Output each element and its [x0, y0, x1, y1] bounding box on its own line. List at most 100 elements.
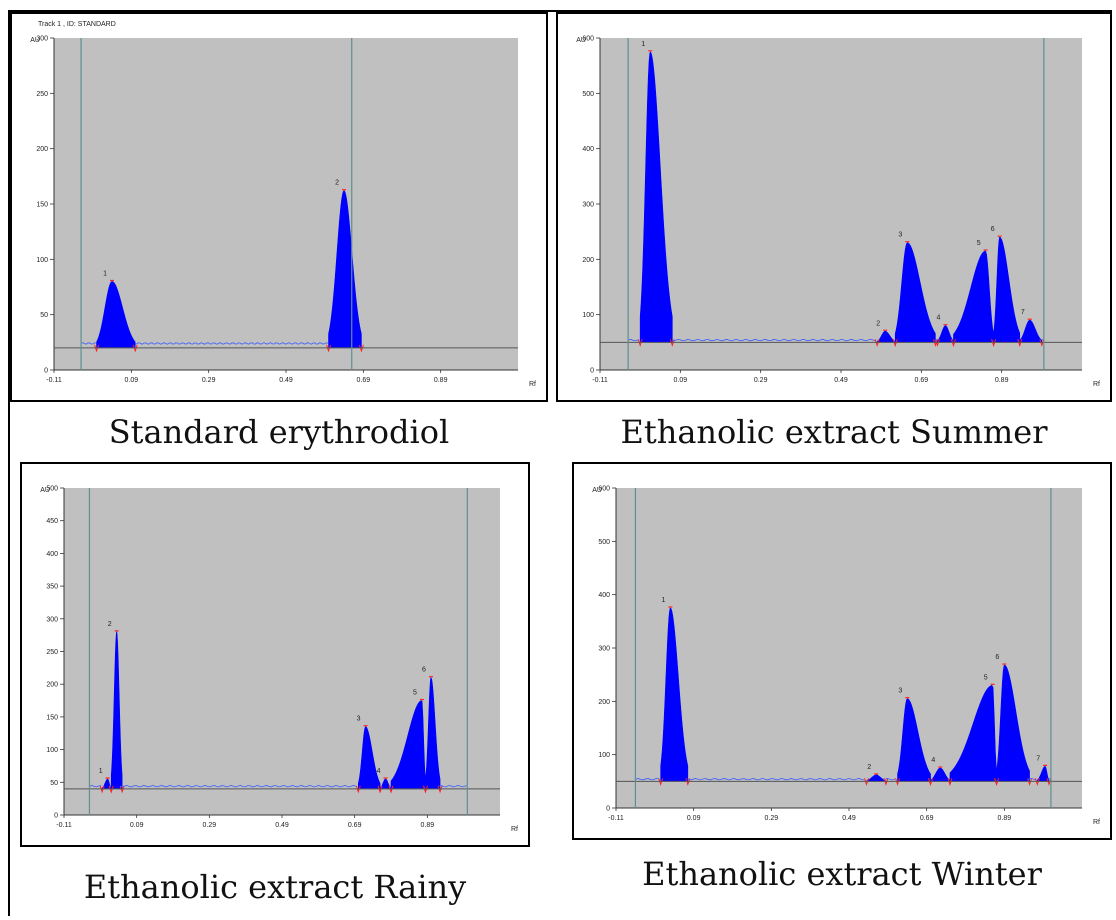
y-tick-label: 0	[54, 813, 58, 820]
peak-label: 1	[661, 597, 665, 604]
y-tick-label: 0	[590, 368, 594, 375]
peak-4	[930, 767, 951, 782]
chart-svg: AU Rf 0 100 200 300 400 500 600 -0.11 0.09 0.29 0.49…	[592, 486, 1100, 827]
peak-label: 6	[991, 226, 995, 233]
peak-start-marker	[892, 339, 898, 347]
chart-svg: Track 1 , ID: STANDARD AU Rf 0 50 100 150 200 25…	[30, 21, 536, 388]
y-tick-label: 400	[598, 592, 610, 599]
figure-frame	[8, 10, 1112, 916]
y-tick-label: 300	[598, 646, 610, 653]
x-tick-label: 0.09	[125, 377, 139, 384]
chart-panel-rainy: AU Rf 0 50 100 150 200 250 300 350 400 450 500 -0.11 0…	[20, 462, 530, 847]
peak-6	[996, 664, 1030, 782]
peak-end-marker	[669, 339, 675, 347]
y-axis-label: AU	[30, 37, 40, 44]
y-tick-label: 400	[46, 551, 58, 558]
peak-label: 4	[931, 757, 935, 764]
x-tick-label: 0.49	[842, 815, 856, 822]
y-axis-label: AU	[576, 37, 586, 44]
y-tick-label: 100	[36, 257, 48, 264]
y-tick-label: 100	[598, 752, 610, 759]
chart-title: Track 1 , ID: STANDARD	[38, 21, 116, 28]
peak-2	[110, 630, 123, 790]
peak-label: 3	[898, 688, 902, 695]
y-tick-label: 200	[46, 682, 58, 689]
peak-7	[1019, 319, 1043, 343]
trace-line	[635, 778, 1052, 781]
peak-start-marker	[947, 778, 953, 786]
peak-label: 5	[413, 690, 417, 697]
y-tick-label: 150	[46, 714, 58, 721]
peak-start-marker	[658, 778, 664, 786]
peak-start-marker	[874, 339, 880, 347]
y-tick-label: 50	[40, 312, 48, 319]
x-tick-label: 0.69	[348, 822, 362, 829]
peak-label: 5	[984, 674, 988, 681]
x-tick-label: 0.49	[834, 377, 848, 384]
peak-5	[953, 250, 994, 343]
y-tick-label: 200	[582, 257, 594, 264]
x-tick-label: 0.69	[920, 815, 934, 822]
peak-6	[425, 677, 441, 790]
caption-summer: Ethanolic extract Summer	[620, 413, 1048, 451]
peak-start-marker	[991, 339, 997, 347]
chart-panel-summer: AU Rf 0 100 200 300 400 500 600 -0.11 0.09 0.29 0.49…	[556, 12, 1112, 402]
peak-label: 5	[977, 240, 981, 247]
x-tick-label: 0.69	[357, 377, 371, 384]
peak-end-marker	[883, 778, 889, 786]
x-tick-label: 0.29	[202, 377, 216, 384]
peak-label: 1	[641, 41, 645, 48]
peak-5	[390, 700, 426, 790]
x-tick-label: 0.49	[275, 822, 289, 829]
y-axis-label: AU	[592, 487, 602, 494]
peak-start-marker	[1017, 339, 1023, 347]
y-tick-label: 600	[582, 36, 594, 43]
plot-area	[54, 38, 518, 370]
y-tick-label: 100	[46, 747, 58, 754]
caption-rainy: Ethanolic extract Rainy	[83, 868, 467, 906]
peak-start-marker	[355, 785, 361, 794]
y-tick-label: 100	[582, 312, 594, 319]
y-tick-label: 200	[598, 699, 610, 706]
peak-end-marker	[119, 785, 125, 794]
x-tick-label: -0.11	[56, 822, 72, 829]
peak-label: 1	[103, 270, 107, 277]
peak-3	[358, 726, 381, 790]
y-tick-label: 450	[46, 518, 58, 525]
x-tick-label: 0.89	[998, 815, 1012, 822]
peak-end-marker	[358, 344, 364, 353]
peak-start-marker	[1034, 778, 1040, 786]
y-tick-label: 500	[46, 486, 58, 493]
peak-6	[993, 237, 1021, 343]
y-tick-label: 300	[582, 202, 594, 209]
peak-start-marker	[994, 778, 1000, 786]
peak-label: 2	[876, 320, 880, 327]
peak-start-marker	[637, 339, 643, 347]
y-tick-label: 250	[36, 91, 48, 98]
peak-5	[949, 685, 997, 782]
x-tick-label: -0.11	[46, 377, 62, 384]
y-tick-label: 50	[50, 780, 58, 787]
trace-line	[628, 338, 1044, 342]
peak-start-marker	[94, 344, 100, 353]
peak-label: 1	[99, 768, 103, 775]
y-tick-label: 200	[36, 146, 48, 153]
chart-panel-winter: AU Rf 0 100 200 300 400 500 600 -0.11 0.09 0.29 0.49…	[572, 462, 1112, 840]
caption-standard: Standard erythrodiol	[108, 413, 450, 451]
peak-label: 4	[377, 768, 381, 775]
peak-start-marker	[99, 785, 105, 794]
x-tick-label: 0.89	[434, 377, 448, 384]
peak-2	[328, 190, 362, 349]
peak-end-marker	[685, 778, 691, 786]
x-tick-label: 0.89	[995, 377, 1009, 384]
chart-panel-standard: Track 1 , ID: STANDARD AU Rf 0 50 100 150 200 25…	[10, 12, 548, 402]
peak-label: 7	[1021, 309, 1025, 316]
x-tick-label: 0.09	[674, 377, 688, 384]
peak-end-marker	[437, 785, 443, 794]
peak-4	[937, 325, 954, 343]
peak-end-marker	[132, 344, 138, 353]
y-tick-label: 300	[36, 36, 48, 43]
peak-3	[894, 242, 936, 343]
x-axis-label: Rf	[1093, 819, 1100, 826]
peak-label: 2	[108, 621, 112, 628]
